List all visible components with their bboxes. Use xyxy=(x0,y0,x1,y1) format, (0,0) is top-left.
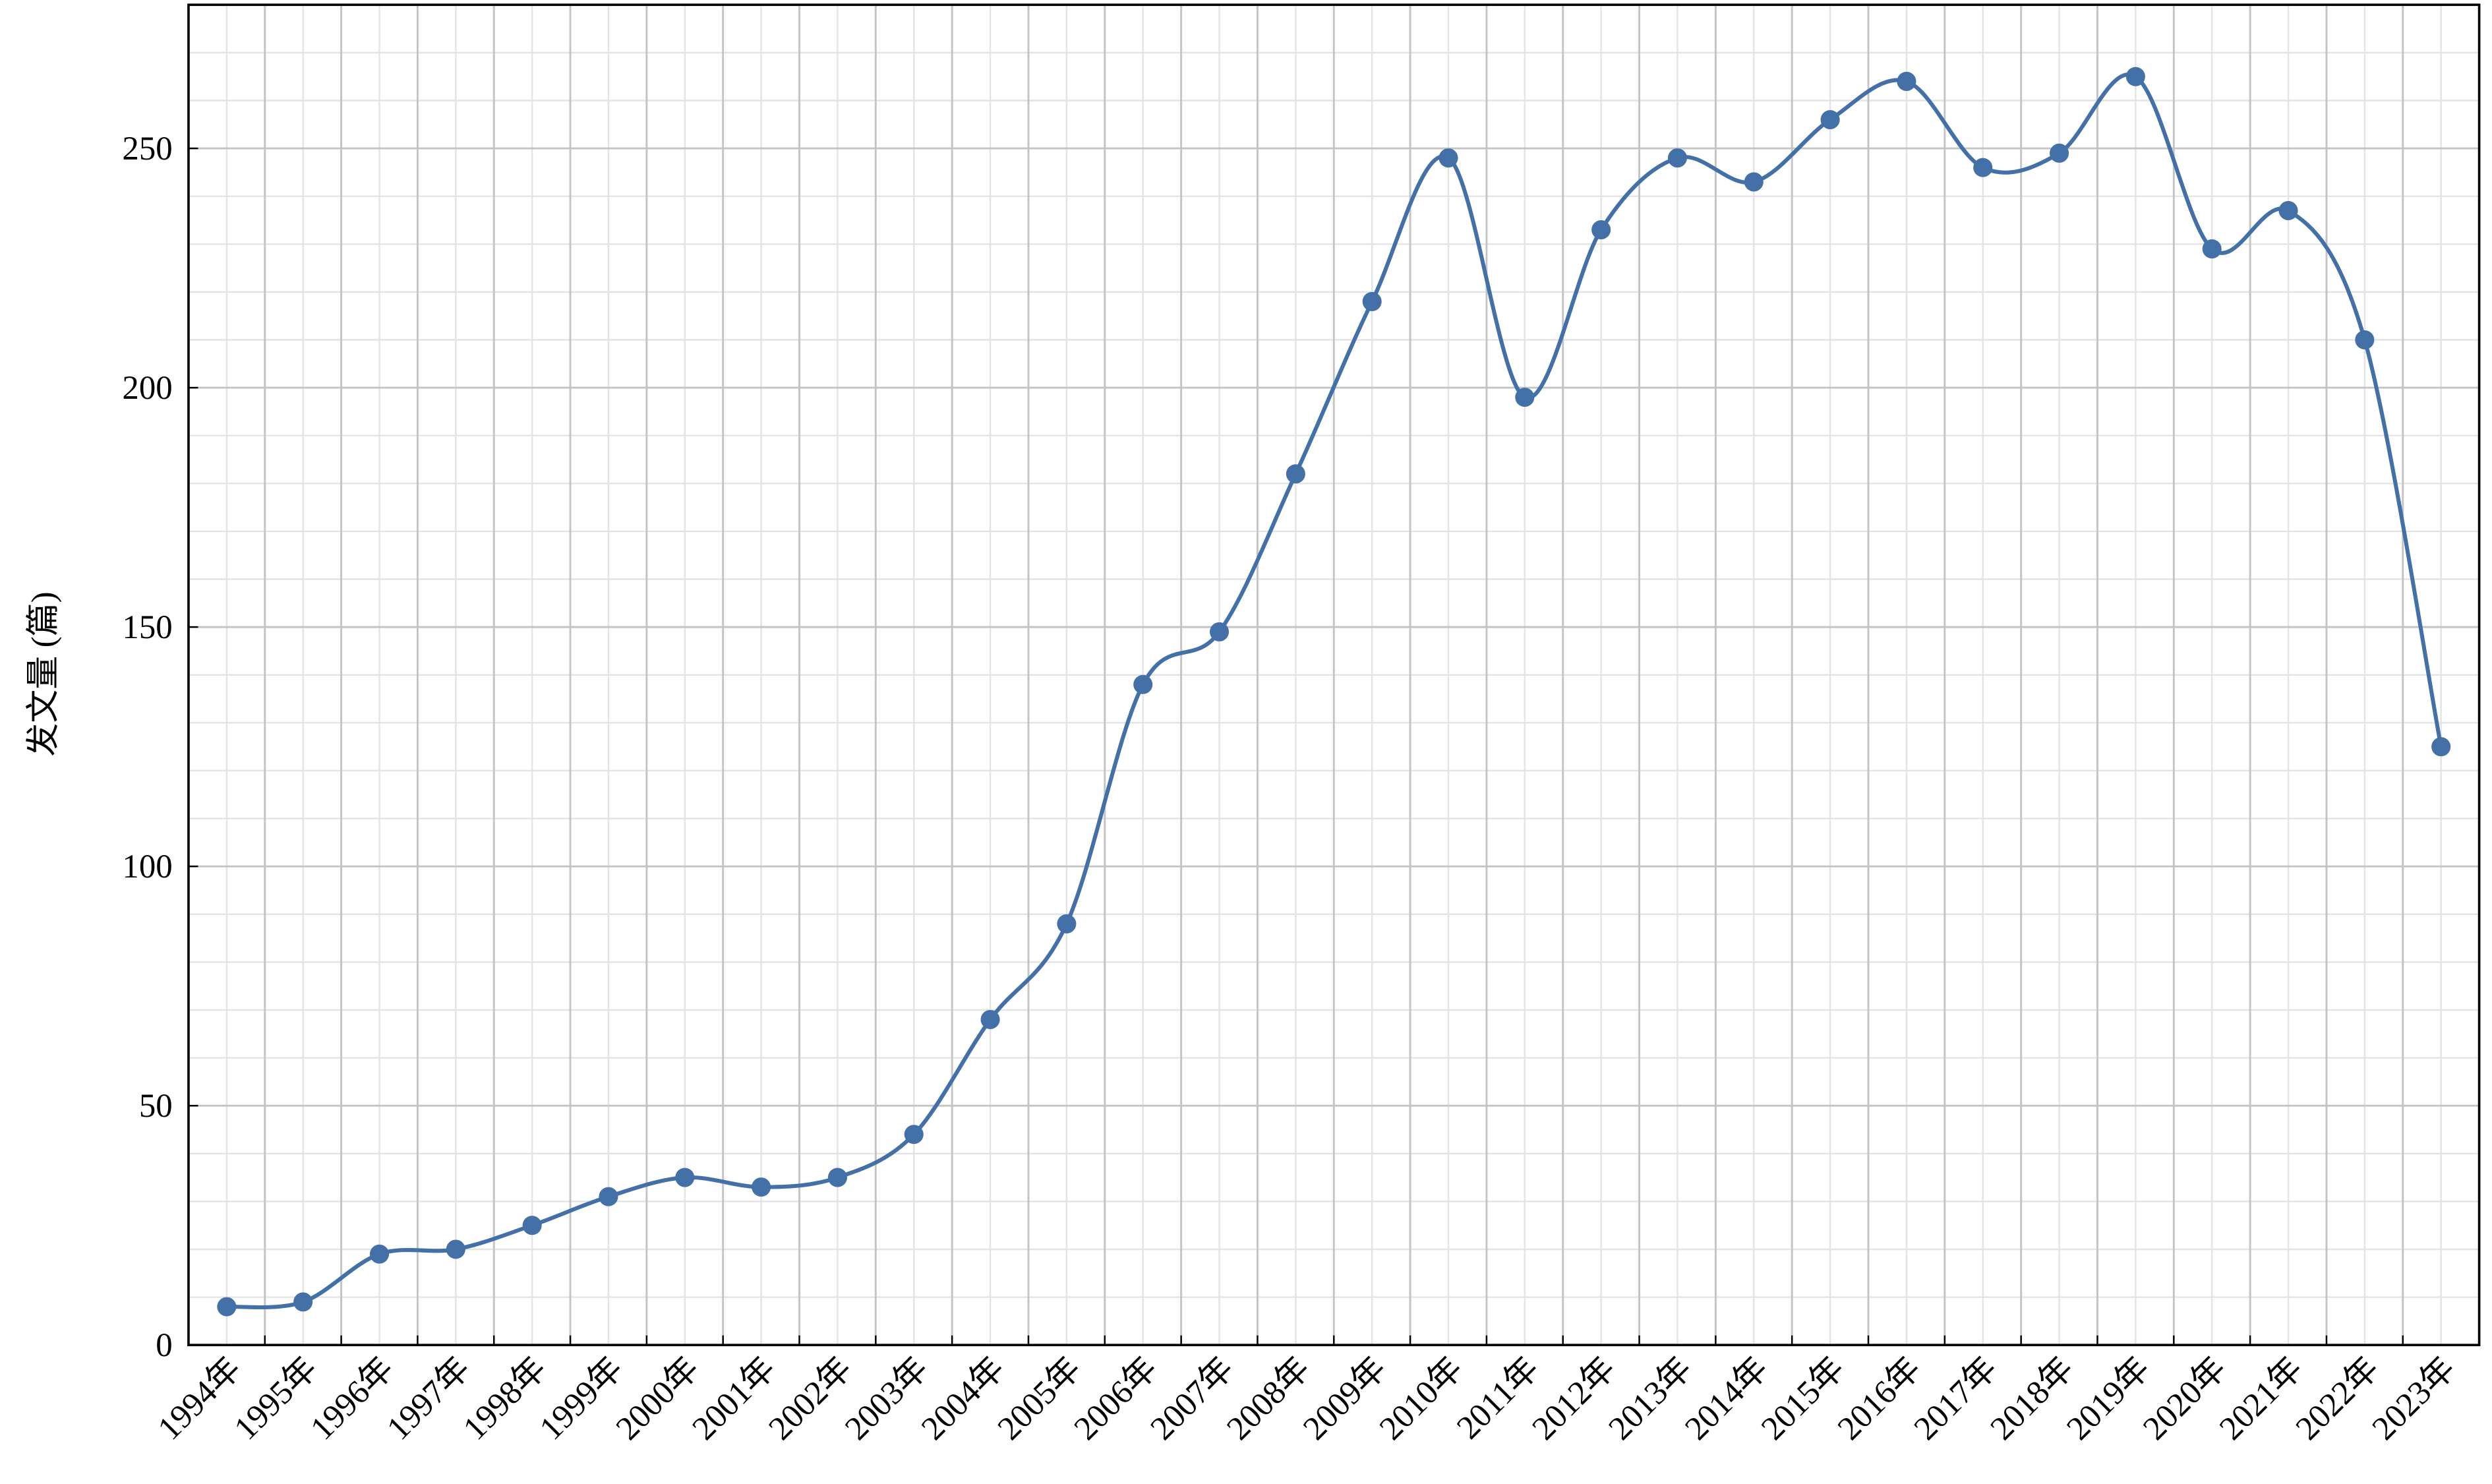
x-tick-label: 2020年 xyxy=(2136,1350,2234,1448)
x-tick-label: 2023年 xyxy=(2365,1350,2463,1448)
x-tick-label: 2006年 xyxy=(1067,1350,1165,1448)
x-tick-label: 2019年 xyxy=(2060,1350,2158,1448)
x-tick-label: 2009年 xyxy=(1296,1350,1394,1448)
point xyxy=(1820,109,1840,130)
y-tick-label: 150 xyxy=(122,609,172,646)
x-tick-label: 2016年 xyxy=(1831,1350,1928,1448)
point xyxy=(1133,674,1153,694)
point xyxy=(2431,737,2451,757)
point xyxy=(1591,220,1611,240)
point xyxy=(522,1216,542,1235)
point xyxy=(599,1187,618,1206)
y-tick-label: 200 xyxy=(122,370,172,407)
x-tick-label: 2008年 xyxy=(1220,1350,1318,1448)
point xyxy=(2125,67,2145,86)
point xyxy=(2202,239,2222,259)
x-tick-label: 2017年 xyxy=(1907,1350,2005,1448)
x-tick-label: 2013年 xyxy=(1602,1350,1700,1448)
point xyxy=(1744,172,1764,192)
x-tick-label: 2022年 xyxy=(2289,1350,2387,1448)
x-tick-label: 2007年 xyxy=(1144,1350,1241,1448)
point xyxy=(827,1168,847,1187)
point xyxy=(1973,158,1993,177)
x-tick-label: 1996年 xyxy=(304,1350,401,1448)
x-tick-label: 1999年 xyxy=(533,1350,630,1448)
y-tick-label: 250 xyxy=(122,131,172,167)
x-tick-label: 2003年 xyxy=(838,1350,935,1448)
x-tick-label: 2012年 xyxy=(1526,1350,1623,1448)
x-tick-label: 2021年 xyxy=(2212,1350,2310,1448)
x-tick-label: 2014年 xyxy=(1678,1350,1775,1448)
point xyxy=(980,1009,1000,1030)
point xyxy=(2355,330,2375,350)
point xyxy=(2278,200,2298,221)
x-tick-label: 1997年 xyxy=(380,1350,478,1448)
point xyxy=(293,1292,313,1312)
point xyxy=(1362,291,1382,311)
x-tick-label: 2010年 xyxy=(1373,1350,1470,1448)
x-tick-label: 1995年 xyxy=(227,1350,325,1448)
x-tick-label: 2011年 xyxy=(1450,1350,1546,1446)
point xyxy=(2050,143,2069,163)
x-tick-label: 2018年 xyxy=(1984,1350,2081,1448)
point xyxy=(904,1125,924,1144)
y-tick-label: 50 xyxy=(139,1088,173,1125)
point xyxy=(446,1239,465,1259)
point xyxy=(1286,464,1305,484)
y-tick-label: 100 xyxy=(122,848,172,885)
x-tick-label: 2000年 xyxy=(609,1350,707,1448)
point xyxy=(1667,148,1687,168)
point xyxy=(1439,148,1458,168)
x-tick-label: 2001年 xyxy=(686,1350,783,1448)
x-tick-label: 1998年 xyxy=(456,1350,554,1448)
y-tick-label: 0 xyxy=(156,1327,172,1364)
x-tick-label: 2015年 xyxy=(1754,1350,1852,1448)
point xyxy=(369,1244,390,1264)
point xyxy=(752,1177,771,1197)
point xyxy=(1057,914,1077,934)
x-tick-label: 1994年 xyxy=(151,1350,249,1448)
x-tick-label: 2002年 xyxy=(762,1350,860,1448)
point xyxy=(675,1168,695,1187)
y-axis-label: 发文量 (篇) xyxy=(25,591,62,756)
point xyxy=(1209,622,1230,641)
point xyxy=(1515,388,1535,407)
point xyxy=(217,1297,237,1317)
x-tick-label: 2004年 xyxy=(914,1350,1012,1448)
x-tick-label: 2005年 xyxy=(991,1350,1088,1448)
point xyxy=(1897,71,1916,91)
